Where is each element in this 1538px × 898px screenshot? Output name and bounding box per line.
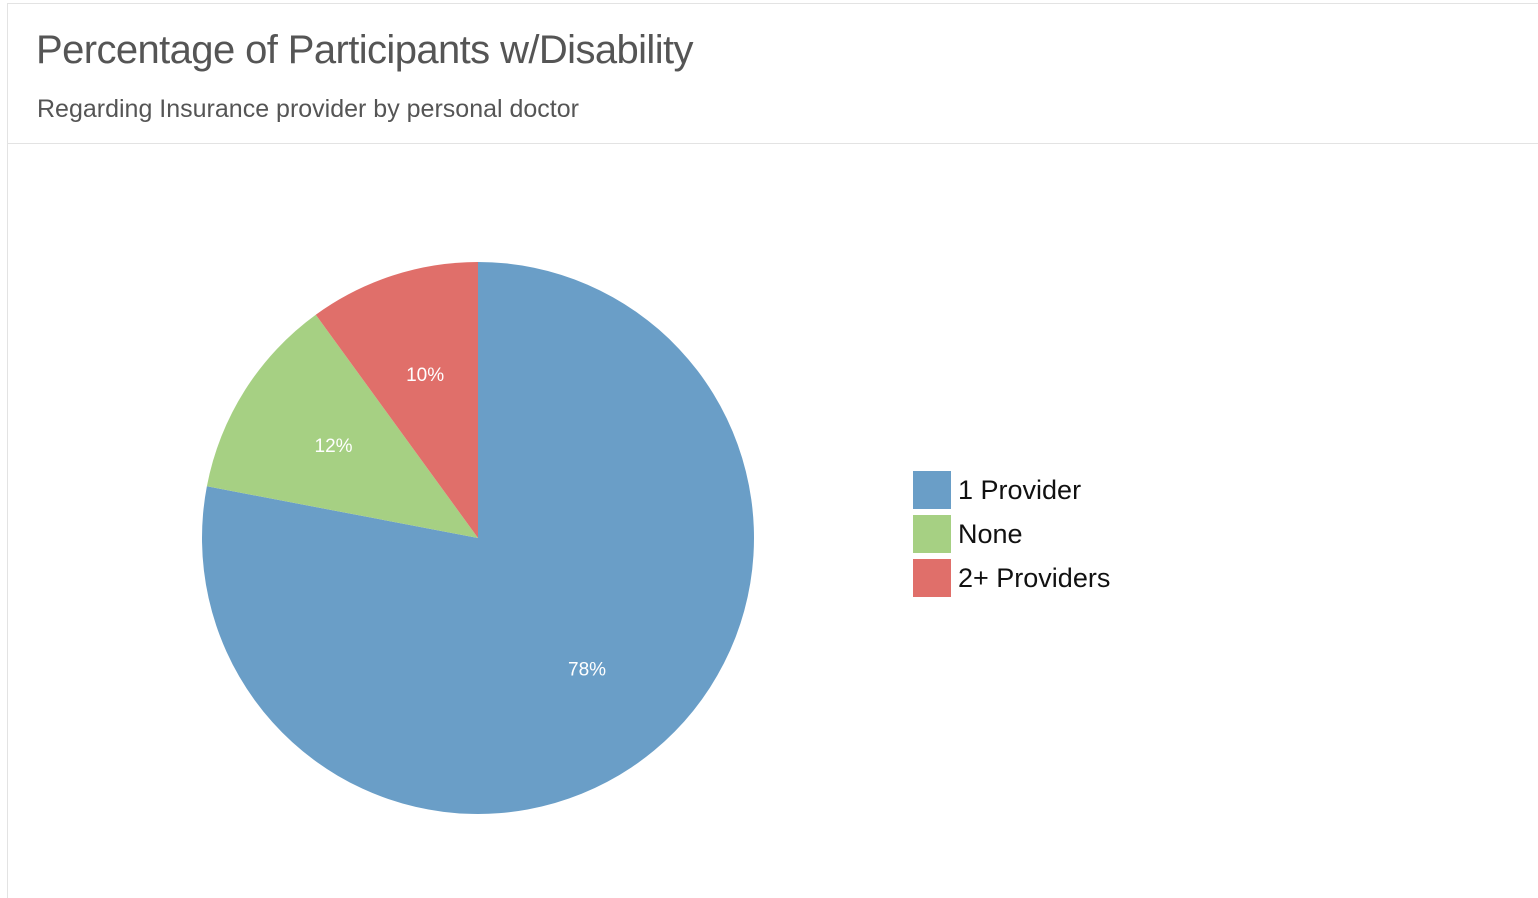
chart-header: Percentage of Participants w/Disability … <box>8 4 1538 144</box>
legend-swatch-none[interactable] <box>913 515 951 553</box>
legend-label-none[interactable]: None <box>958 519 1023 549</box>
slice-label-none: 12% <box>315 436 353 457</box>
legend-swatch-1-provider[interactable] <box>913 471 951 509</box>
chart-subtitle: Regarding Insurance provider by personal… <box>37 95 579 123</box>
pie-slices <box>202 262 755 815</box>
pie-slice-1-provider[interactable] <box>202 262 755 815</box>
chart-title: Percentage of Participants w/Disability <box>36 28 694 72</box>
legend-label-1-provider[interactable]: 1 Provider <box>958 475 1081 505</box>
slice-label-1-provider: 78% <box>568 659 606 680</box>
legend-swatch-2-providers[interactable] <box>913 559 951 597</box>
slice-label-2-providers: 10% <box>406 365 444 386</box>
legend-label-2-providers[interactable]: 2+ Providers <box>958 563 1110 593</box>
pie-slice-labels: 78% 12% 10% <box>315 365 607 681</box>
pie-slice-none[interactable] <box>206 314 478 538</box>
chart-legend: 1 Provider None 2+ Providers <box>913 471 1110 597</box>
pie-slice-2-providers[interactable] <box>315 262 478 538</box>
